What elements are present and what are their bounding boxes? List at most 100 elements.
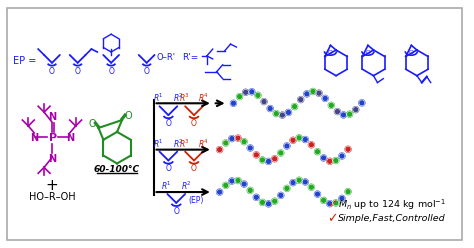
Circle shape [259,199,265,205]
Circle shape [345,189,351,195]
Text: 60-100°C: 60-100°C [94,165,140,174]
Circle shape [278,192,284,198]
Circle shape [278,150,284,156]
Circle shape [315,191,320,197]
Text: Simple,Fast,Controlled: Simple,Fast,Controlled [338,214,446,223]
Circle shape [272,198,278,204]
Circle shape [285,109,292,115]
Text: O: O [49,67,55,76]
Text: O: O [191,164,197,173]
Text: O: O [75,67,81,76]
Circle shape [217,147,223,153]
Text: $\mathit{M}_n$ up to 124 kg mol$^{-1}$: $\mathit{M}_n$ up to 124 kg mol$^{-1}$ [338,198,446,212]
Text: O: O [89,119,96,129]
Text: $R^3$: $R^3$ [179,137,190,150]
Circle shape [265,201,272,207]
Circle shape [296,135,302,141]
Text: $R^2$: $R^2$ [173,137,183,150]
Circle shape [254,152,259,158]
Text: $R^1$: $R^1$ [153,137,164,150]
Circle shape [309,142,314,148]
Circle shape [296,177,302,183]
Circle shape [235,178,241,184]
Circle shape [309,184,314,190]
Circle shape [229,178,235,184]
Circle shape [247,187,253,193]
Circle shape [327,158,333,164]
Circle shape [304,91,310,97]
Circle shape [223,183,229,188]
Circle shape [333,157,339,163]
Circle shape [241,139,247,145]
Circle shape [249,89,255,95]
Text: P: P [49,133,57,143]
Circle shape [320,197,327,203]
Text: O: O [173,207,179,216]
Text: HO–R–OH: HO–R–OH [28,192,75,202]
Circle shape [359,100,365,106]
Circle shape [284,186,290,191]
Circle shape [335,109,340,115]
Circle shape [328,102,334,108]
Circle shape [345,146,351,152]
Text: $R^3$: $R^3$ [179,92,190,104]
Circle shape [316,90,322,96]
Circle shape [339,195,345,201]
Text: ✓: ✓ [327,212,337,225]
Circle shape [320,155,327,161]
Circle shape [298,97,304,103]
Circle shape [322,95,328,101]
Circle shape [340,112,346,118]
Circle shape [217,189,223,195]
Text: R'=: R'= [182,53,199,62]
Text: O: O [165,164,171,173]
Text: O: O [124,111,132,121]
Text: $R^2$: $R^2$ [181,180,191,192]
Circle shape [339,153,345,159]
Circle shape [255,92,261,98]
Circle shape [230,100,237,106]
Circle shape [267,106,273,112]
Text: (EP): (EP) [188,196,203,205]
Text: N: N [48,112,56,122]
Circle shape [254,194,259,200]
Circle shape [229,136,235,142]
Circle shape [261,99,267,105]
Circle shape [272,156,278,162]
Circle shape [235,135,241,141]
Text: $R^1$: $R^1$ [161,180,172,192]
Text: O: O [191,119,197,128]
Circle shape [259,157,265,163]
Circle shape [310,89,316,94]
Circle shape [290,137,296,143]
Text: N: N [30,133,38,143]
Circle shape [243,89,249,95]
Text: O: O [108,67,114,76]
Text: O: O [165,119,171,128]
Text: N: N [66,133,74,143]
Text: O: O [328,50,333,55]
Text: $R^2$: $R^2$ [173,92,183,104]
Text: $R^4$: $R^4$ [198,92,210,104]
Circle shape [273,111,279,117]
Circle shape [292,104,298,110]
Text: $R^1$: $R^1$ [153,92,164,104]
Circle shape [346,111,353,117]
Circle shape [353,107,359,113]
Circle shape [223,140,229,146]
Circle shape [265,158,272,164]
Text: O: O [144,67,150,76]
Circle shape [241,181,247,187]
Circle shape [284,143,290,149]
Text: O: O [365,50,371,55]
Text: ✓: ✓ [327,198,337,211]
Text: N: N [48,154,56,164]
Text: O: O [409,50,414,55]
Text: EP =: EP = [12,56,36,66]
Text: O–R': O–R' [156,53,175,62]
Circle shape [247,145,253,151]
Circle shape [333,200,339,206]
Circle shape [327,201,333,207]
Text: +: + [46,178,58,193]
Text: $R^4$: $R^4$ [198,137,210,150]
